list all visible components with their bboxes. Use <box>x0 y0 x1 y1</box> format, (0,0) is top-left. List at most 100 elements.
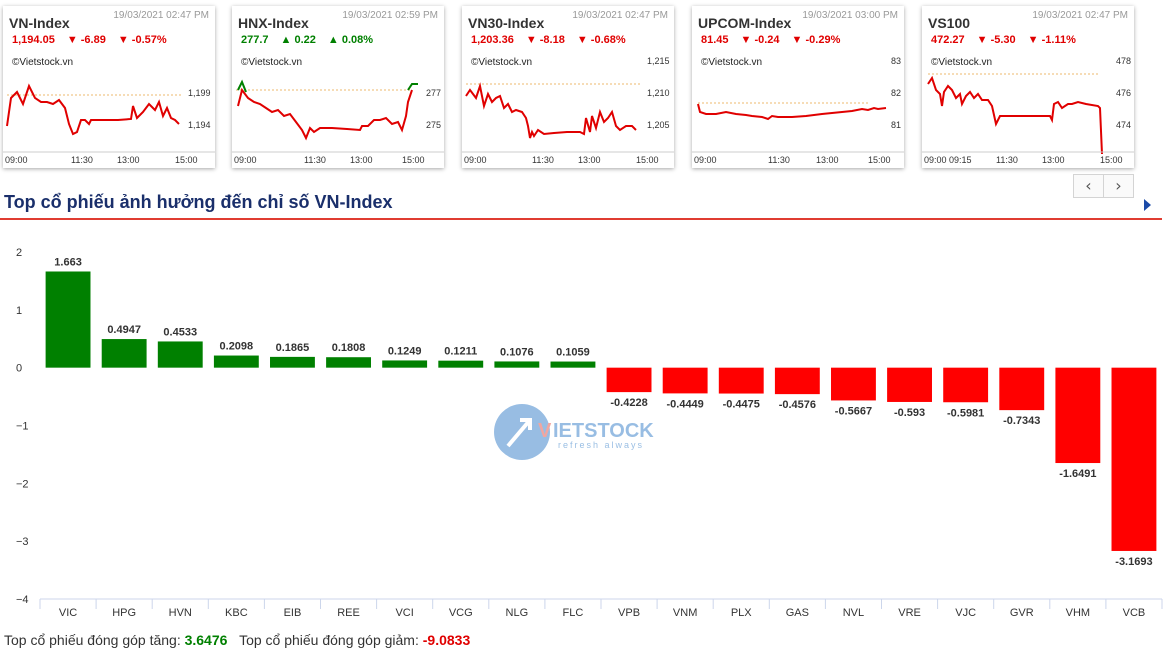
bar-hpg[interactable] <box>101 339 147 368</box>
y-tick: 1,194 <box>188 120 211 130</box>
vietstock-credit: ©Vietstock.vn <box>471 57 533 68</box>
bar-vjc[interactable] <box>943 367 989 403</box>
prev-button[interactable]: ‹ <box>1074 175 1103 197</box>
bar-kbc[interactable] <box>213 355 259 368</box>
index-card-upcom-index[interactable]: UPCOM-Index 19/03/2021 03:00 PM 81.45 ▼ -… <box>692 6 904 168</box>
index-value: 1,194.05 <box>12 34 55 46</box>
x-axis-category-label: NLG <box>506 607 529 619</box>
x-axis-category-label: REE <box>337 607 360 619</box>
x-tick: 11:30 <box>71 155 93 165</box>
x-axis-category-label: VRE <box>898 607 921 619</box>
x-tick: 13:00 <box>350 155 373 165</box>
y-axis-tick: −2 <box>16 478 29 490</box>
bar-flc[interactable] <box>550 361 596 368</box>
card-pager: ‹ › <box>1073 174 1134 198</box>
bar-gvr[interactable] <box>999 367 1045 411</box>
x-tick: 11:30 <box>996 155 1018 165</box>
index-values: 81.45 ▼ -0.24 ▼ -0.29% <box>701 34 852 46</box>
bar-plx[interactable] <box>718 367 764 394</box>
index-card-vs100[interactable]: VS100 19/03/2021 02:47 PM 472.27 ▼ -5.30 ▼… <box>922 6 1134 168</box>
index-value: 81.45 <box>701 34 729 46</box>
index-card-vn30-index[interactable]: VN30-Index 19/03/2021 02:47 PM 1,203.36 ▼… <box>462 6 674 168</box>
index-datetime: 19/03/2021 02:47 PM <box>1032 10 1128 21</box>
expand-arrow-icon[interactable] <box>1144 199 1151 211</box>
y-tick: 82 <box>891 88 901 98</box>
x-tick: 11:30 <box>304 155 326 165</box>
index-card-hnx-index[interactable]: HNX-Index 19/03/2021 02:59 PM 277.7 ▲ 0.2… <box>232 6 444 168</box>
x-tick: 13:00 <box>117 155 140 165</box>
x-axis-category-label: VCG <box>449 607 473 619</box>
bar-value-label: -0.593 <box>894 407 925 419</box>
index-name: VN-Index <box>9 15 70 31</box>
bar-nlg[interactable] <box>494 361 540 368</box>
x-axis-category-label: HPG <box>112 607 136 619</box>
bar-vci[interactable] <box>382 360 428 368</box>
chart-axes: 2 1 0 −1 −2 −3 −4 VIC HPG HVN KBC EIB REE VCI VCG NLG FL… <box>16 247 1163 619</box>
index-change: ▲ 0.22 <box>280 34 316 46</box>
bar-vnm[interactable] <box>662 367 708 394</box>
intraday-sparkline: 1,199 1,194 09:00 11:30 13:00 15:00 <box>3 83 215 165</box>
index-datetime: 19/03/2021 03:00 PM <box>802 10 898 21</box>
bar-value-label: 1.663 <box>54 256 82 268</box>
x-tick: 13:00 <box>1042 155 1065 165</box>
bar-vre[interactable] <box>887 367 932 402</box>
bar-vhm[interactable] <box>1055 367 1101 464</box>
bar-value-label: -1.6491 <box>1059 468 1096 480</box>
contribution-summary: Top cổ phiếu đóng góp tăng: 3.6476 Top c… <box>4 632 470 648</box>
vietstock-credit: ©Vietstock.vn <box>701 57 763 68</box>
y-axis-tick: −1 <box>16 421 29 433</box>
y-tick: 474 <box>1116 120 1131 130</box>
x-tick: 13:00 <box>816 155 839 165</box>
index-percent: ▲ 0.08% <box>327 34 374 46</box>
bar-vpb[interactable] <box>606 367 652 393</box>
y-tick: 1,199 <box>188 88 211 98</box>
bar-nvl[interactable] <box>831 367 876 401</box>
y-tick: 1,210 <box>647 88 670 98</box>
down-label: Top cổ phiếu đóng góp giảm: <box>239 632 419 648</box>
intraday-sparkline: 277 275 09:00 11:30 13:00 15:00 <box>232 79 444 165</box>
y-tick: 275 <box>426 120 441 130</box>
x-tick: 09:00 <box>5 155 28 165</box>
intraday-sparkline: 1,215 1,210 1,205 09:00 11:30 13:00 15:0… <box>462 56 674 165</box>
index-values: 1,194.05 ▼ -6.89 ▼ -0.57% <box>12 34 179 46</box>
bar-ree[interactable] <box>326 357 371 368</box>
x-axis-category-label: EIB <box>284 607 302 619</box>
bar-gas[interactable] <box>774 367 820 395</box>
y-tick: 1,215 <box>647 56 670 66</box>
bar-value-label: -0.5667 <box>835 405 872 417</box>
bar-eib[interactable] <box>270 356 315 368</box>
bar-value-label: 0.4947 <box>107 324 141 336</box>
y-tick: 1,205 <box>647 120 670 130</box>
bar-value-label: -0.4228 <box>610 397 647 409</box>
bar-value-label: -0.7343 <box>1003 415 1040 427</box>
index-values: 277.7 ▲ 0.22 ▲ 0.08% <box>241 34 385 46</box>
index-percent: ▼ -0.29% <box>791 34 841 46</box>
y-tick: 277 <box>426 88 441 98</box>
x-axis-category-label: VCB <box>1123 607 1146 619</box>
y-tick: 81 <box>891 120 901 130</box>
index-change: ▼ -0.24 <box>740 34 780 46</box>
x-tick: 09:00 <box>464 155 487 165</box>
x-axis-category-label: NVL <box>843 607 864 619</box>
bar-hvn[interactable] <box>157 341 203 368</box>
bar-vic[interactable] <box>45 271 91 368</box>
x-axis-category-label: PLX <box>731 607 752 619</box>
index-name: VN30-Index <box>468 15 545 31</box>
watermark-brand: IETSTOCK <box>553 420 654 442</box>
index-change: ▼ -8.18 <box>525 34 565 46</box>
next-button[interactable]: › <box>1103 175 1133 197</box>
y-axis-tick: −3 <box>16 536 29 548</box>
bar-value-label: 0.1211 <box>444 346 477 358</box>
section-divider <box>0 218 1162 220</box>
x-tick: 15:00 <box>402 155 425 165</box>
intraday-sparkline: 83 82 81 09:00 11:30 13:00 15:00 <box>692 56 904 165</box>
bar-vcb[interactable] <box>1111 367 1157 551</box>
x-tick: 09:00 <box>234 155 257 165</box>
bar-vcg[interactable] <box>438 360 484 368</box>
index-name: VS100 <box>928 15 971 31</box>
index-value: 277.7 <box>241 34 269 46</box>
index-card-vn-index[interactable]: VN-Index 19/03/2021 02:47 PM 1,194.05 ▼ -… <box>3 6 215 168</box>
watermark-brand-v: V <box>538 420 552 442</box>
intraday-sparkline: 478 476 474 09:00 09:15 11:30 13:00 15:0… <box>922 56 1134 165</box>
bar-value-label: 0.1808 <box>332 342 366 354</box>
